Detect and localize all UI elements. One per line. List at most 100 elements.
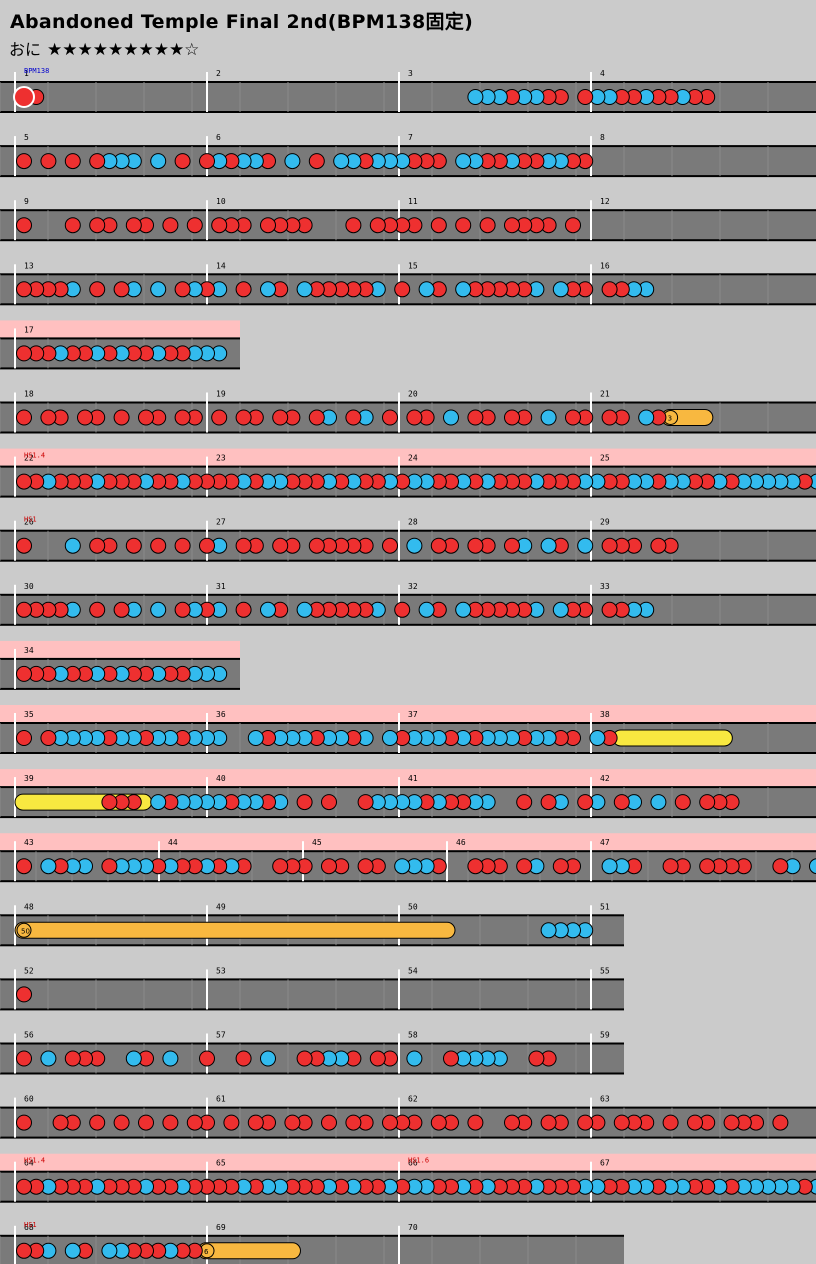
ka-note — [40, 858, 57, 875]
don-note — [272, 537, 289, 554]
measure-number: 13 — [24, 261, 34, 270]
don-note — [16, 345, 32, 362]
don-note — [516, 858, 533, 875]
star-rating: ★★★★★★★★★☆ — [47, 40, 200, 60]
chart-row: 35 36 37 38 — [0, 705, 816, 754]
measure-number: 38 — [600, 710, 610, 719]
don-note — [601, 281, 618, 298]
measure-number: 59 — [600, 1031, 610, 1040]
don-note — [125, 537, 142, 554]
don-note — [174, 601, 191, 618]
measure-number: 63 — [600, 1095, 610, 1104]
don-note — [40, 153, 57, 170]
don-note — [162, 217, 179, 234]
don-note — [296, 794, 313, 811]
don-note — [40, 730, 57, 746]
lane-border-top — [0, 81, 816, 83]
ka-note — [64, 1242, 81, 1259]
measure-number: 11 — [408, 197, 418, 206]
measure-number: 8 — [600, 133, 605, 142]
measure-number: 50 — [408, 902, 418, 911]
measure-number: 4 — [600, 69, 605, 78]
measure-number: 33 — [600, 582, 610, 591]
don-note — [613, 794, 630, 811]
chart-row: 17 — [0, 320, 240, 370]
measure-number: 10 — [216, 197, 226, 206]
don-note — [687, 1114, 703, 1131]
measure-number: 9 — [24, 197, 29, 206]
measure-number: 61 — [216, 1095, 226, 1104]
don-note — [138, 1114, 154, 1131]
don-note — [430, 1114, 447, 1131]
don-note — [89, 153, 106, 170]
don-note — [211, 409, 228, 426]
gogo-band — [0, 1153, 816, 1171]
don-note — [199, 537, 215, 554]
measure-number: 32 — [408, 582, 418, 591]
measure-number: 23 — [216, 454, 226, 463]
don-note — [64, 217, 81, 234]
don-note — [272, 858, 289, 875]
don-note — [16, 730, 32, 746]
measure-number: 52 — [24, 966, 34, 975]
don-note — [321, 1114, 337, 1131]
don-note — [504, 409, 520, 426]
don-note — [467, 858, 484, 875]
lane-border-bottom — [0, 1136, 816, 1139]
don-note — [528, 1050, 545, 1067]
lane-border-top — [0, 401, 816, 404]
lane-border-bottom — [0, 687, 240, 690]
don-note — [150, 537, 167, 554]
don-note — [394, 601, 411, 618]
difficulty-line: おに ★★★★★★★★★☆ — [9, 36, 199, 60]
ka-note — [296, 601, 313, 618]
ka-note — [601, 858, 618, 875]
lane-border-top — [0, 465, 816, 468]
lane-border-bottom — [0, 367, 240, 370]
don-note — [16, 281, 32, 298]
gogo-band — [0, 320, 240, 338]
lane-border-top — [0, 850, 816, 853]
don-note — [89, 217, 106, 234]
measure-number: 68 — [24, 1223, 34, 1232]
lane-border-top — [0, 1234, 624, 1237]
balloon-count: 3 — [668, 415, 672, 423]
ka-note — [40, 1050, 57, 1067]
don-note — [113, 281, 130, 298]
ka-note — [284, 153, 301, 170]
ka-note — [809, 858, 816, 875]
chart-row: 56 57 58 59 — [0, 1031, 624, 1075]
don-note — [235, 281, 252, 298]
don-note — [101, 794, 118, 811]
measure-number: 60 — [24, 1095, 34, 1104]
don-note — [235, 409, 252, 426]
lane-border-bottom — [0, 111, 816, 113]
measure-number: 6 — [216, 133, 221, 142]
don-note — [186, 217, 203, 234]
measure-number: 14 — [216, 261, 226, 270]
lane-border-top — [0, 914, 624, 917]
don-note — [64, 153, 81, 170]
don-note — [16, 1242, 32, 1259]
scroll-speed-marker: HS1.4 — [24, 452, 45, 460]
lane-border-top — [0, 209, 816, 212]
chart-title: Abandoned Temple Final 2nd(BPM138固定) — [10, 11, 474, 33]
lane-border-bottom — [0, 175, 816, 178]
lane-border-top — [0, 593, 816, 596]
ka-note — [150, 601, 167, 618]
measure-number: 21 — [600, 390, 610, 399]
don-note — [357, 858, 374, 875]
measure-number: 18 — [24, 390, 34, 399]
ka-note — [382, 730, 398, 746]
don-note — [113, 409, 130, 426]
measure-number: 20 — [408, 390, 418, 399]
measure-number: 12 — [600, 197, 610, 206]
chart-row: 39 40 41 42 — [0, 769, 816, 819]
note-lane — [0, 1235, 624, 1264]
don-note — [577, 89, 594, 105]
don-note — [308, 409, 325, 426]
ka-note — [418, 281, 435, 298]
don-note — [16, 153, 32, 170]
don-note — [601, 409, 618, 426]
